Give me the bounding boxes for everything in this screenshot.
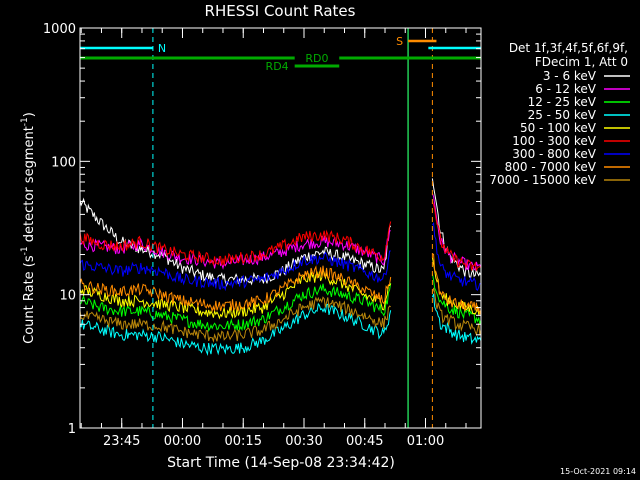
footer-timestamp: 15-Oct-2021 09:14 — [560, 467, 636, 476]
y-axis: 1 10 100 1000 — [43, 22, 481, 437]
series-line-1 — [431, 178, 482, 279]
y-axis-label-part2: detector segment — [22, 126, 37, 246]
legend-header-line2: FDecim 1, Att 0 — [535, 55, 628, 69]
x-tick-label: 01:00 — [407, 434, 444, 449]
y-axis-label: Count Rate (s-1 detector segment-1) — [20, 112, 37, 344]
night-label: N — [158, 42, 166, 55]
legend-entry-label-5: 50 - 100 keV — [520, 121, 597, 135]
series-line-7 — [79, 250, 391, 292]
x-tick-label: 23:45 — [103, 434, 140, 449]
x-tick-label: 00:00 — [164, 434, 201, 449]
legend-entry-label-4: 25 - 50 keV — [528, 108, 597, 122]
x-axis: 23:45 00:00 00:15 00:30 00:45 01:00 — [80, 28, 467, 449]
series-line-8 — [79, 265, 392, 313]
series-line-4 — [79, 302, 392, 357]
rd0-label: RD0 — [305, 52, 328, 65]
x-axis-label: Start Time (14-Sep-08 23:34:42) — [167, 455, 395, 471]
series-line-6 — [79, 221, 392, 267]
series-line-9 — [431, 287, 482, 337]
series-line-4 — [431, 293, 482, 345]
y-tick-label: 1000 — [43, 22, 76, 37]
legend-entry-label-2: 6 - 12 keV — [535, 82, 597, 96]
legend-header-line1: Det 1f,3f,4f,5f,6f,9f, — [509, 41, 628, 55]
y-axis-label-sup2: -1 — [20, 117, 30, 126]
x-tick-label: 00:15 — [225, 434, 262, 449]
legend-entry-label-7: 300 - 800 keV — [512, 147, 596, 161]
x-tick-label: 00:45 — [346, 434, 383, 449]
chart-title: RHESSI Count Rates — [205, 2, 356, 20]
y-tick-label: 100 — [51, 155, 76, 170]
rd4-label: RD4 — [266, 60, 289, 73]
legend-entry-label-8: 800 - 7000 keV — [505, 160, 597, 174]
plot-frame — [79, 27, 482, 429]
series-line-8 — [432, 253, 482, 315]
y-axis-label-sup1: -1 — [20, 246, 30, 255]
y-axis-label-part1: Count Rate (s — [22, 255, 37, 344]
series-line-3 — [79, 282, 392, 333]
legend-entry-label-6: 100 - 300 keV — [512, 134, 596, 148]
legend: Det 1f,3f,4f,5f,6f,9f, FDecim 1, Att 0 3… — [489, 41, 630, 187]
series-line-2 — [79, 229, 391, 270]
plot-area: N S RD0 RD4 — [79, 28, 482, 428]
legend-entry-label-3: 12 - 25 keV — [528, 95, 597, 109]
y-tick-label: 1 — [68, 422, 76, 437]
saa-label: S — [396, 35, 403, 48]
legend-entry-label-1: 3 - 6 keV — [543, 69, 597, 83]
y-tick-label: 10 — [59, 289, 76, 304]
series-line-6 — [431, 201, 482, 272]
series-line-9 — [79, 296, 391, 343]
y-axis-label-part3: ) — [22, 112, 37, 117]
legend-entry-label-9: 7000 - 15000 keV — [489, 173, 596, 187]
series-line-7 — [431, 222, 482, 291]
x-tick-label: 00:30 — [285, 434, 322, 449]
